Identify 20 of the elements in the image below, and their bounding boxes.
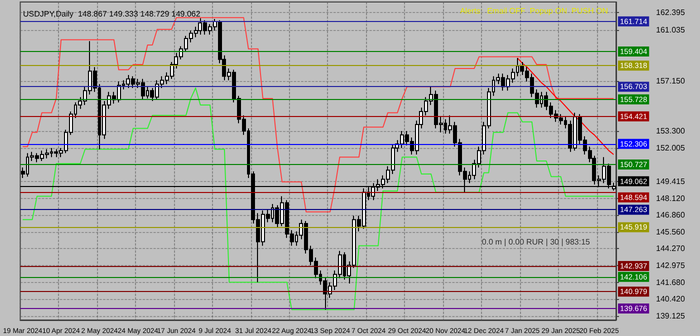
line-series	[517, 58, 614, 155]
y-tick-label: 149.415	[656, 177, 686, 186]
y-tick-label: 142.975	[656, 261, 686, 270]
y-tick-label: 152.005	[656, 143, 686, 152]
y-tick-label: 144.270	[656, 244, 686, 254]
y-tick-label: 145.560	[656, 227, 686, 236]
text: USDJPY,Daily 148.867 149.333 148.729 149.062	[23, 10, 201, 18]
y-tick-label: 148.120	[656, 194, 686, 204]
y-tick-label: 157.150	[656, 76, 686, 86]
y-tick-label: 153.300	[656, 126, 686, 136]
y-tick-label: 146.860	[656, 210, 686, 220]
y-tick-label: 161.035	[656, 26, 686, 35]
y-tick-label: 141.680	[656, 278, 686, 287]
annotation: Alerts: Email OFF Popup ON PUSH ON	[460, 6, 608, 16]
y-tick-label: 162.395	[656, 8, 686, 17]
annotation: 0.0 m | 0.00 RUR | 30 | 983:15	[482, 238, 591, 246]
line-series	[22, 88, 614, 310]
y-tick-label: 140.420	[656, 294, 686, 304]
y-tick-label: 139.125	[656, 311, 686, 320]
line-series	[22, 17, 614, 212]
